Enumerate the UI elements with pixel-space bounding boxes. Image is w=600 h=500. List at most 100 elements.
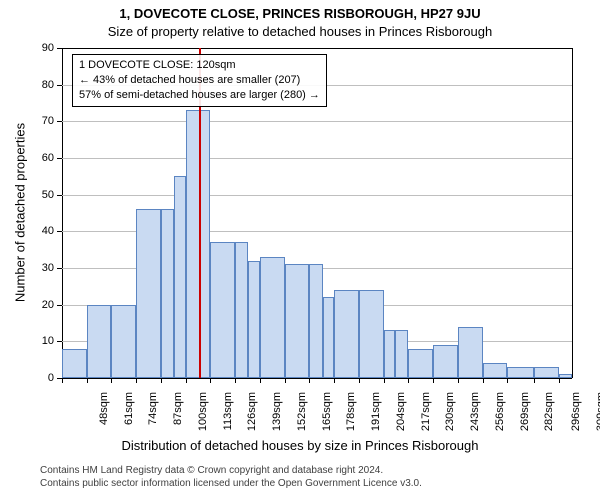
y-tick-mark (57, 85, 62, 86)
annotation-line: 57% of semi-detached houses are larger (… (79, 88, 320, 103)
grid-line (62, 158, 572, 159)
x-tick-label: 178sqm (345, 392, 357, 442)
histogram-bar (334, 290, 359, 378)
histogram-bar (433, 345, 458, 378)
x-tick-label: 152sqm (296, 392, 308, 442)
x-tick-label: 139sqm (271, 392, 283, 442)
y-tick-mark (57, 48, 62, 49)
x-tick-mark (507, 378, 508, 383)
annotation-line: 1 DOVECOTE CLOSE: 120sqm (79, 58, 320, 73)
histogram-bar (559, 374, 572, 378)
y-tick-mark (57, 231, 62, 232)
histogram-bar (248, 261, 259, 378)
x-tick-label: 126sqm (246, 392, 258, 442)
chart-title-line2: Size of property relative to detached ho… (0, 24, 600, 39)
histogram-bar (534, 367, 559, 378)
histogram-bar (136, 209, 161, 378)
x-tick-label: 256sqm (494, 392, 506, 442)
y-tick-label: 10 (30, 335, 54, 347)
y-tick-mark (57, 158, 62, 159)
x-tick-mark (408, 378, 409, 383)
x-tick-label: 296sqm (570, 392, 582, 442)
x-tick-mark (458, 378, 459, 383)
axis-border (62, 378, 572, 379)
histogram-bar (161, 209, 174, 378)
axis-border (62, 48, 572, 49)
annotation-line: ← 43% of detached houses are smaller (20… (79, 73, 320, 88)
x-tick-mark (559, 378, 560, 383)
x-tick-label: 191sqm (370, 392, 382, 442)
histogram-bar (384, 330, 395, 378)
x-tick-mark (309, 378, 310, 383)
histogram-bar (174, 176, 185, 378)
y-tick-mark (57, 305, 62, 306)
x-tick-label: 230sqm (444, 392, 456, 442)
y-tick-label: 0 (30, 372, 54, 384)
y-tick-label: 90 (30, 42, 54, 54)
x-tick-mark (235, 378, 236, 383)
x-tick-mark (87, 378, 88, 383)
y-tick-label: 30 (30, 262, 54, 274)
x-tick-mark (359, 378, 360, 383)
x-tick-label: 165sqm (321, 392, 333, 442)
histogram-bar (323, 297, 334, 378)
footer-line-1: Contains HM Land Registry data © Crown c… (40, 464, 422, 477)
histogram-bar (359, 290, 384, 378)
y-tick-label: 50 (30, 189, 54, 201)
x-tick-mark (534, 378, 535, 383)
x-tick-mark (384, 378, 385, 383)
grid-line (62, 121, 572, 122)
y-tick-label: 60 (30, 152, 54, 164)
histogram-bar (285, 264, 310, 378)
x-tick-mark (285, 378, 286, 383)
x-tick-mark (136, 378, 137, 383)
grid-line (62, 195, 572, 196)
x-tick-label: 269sqm (519, 392, 531, 442)
annotation-box: 1 DOVECOTE CLOSE: 120sqm← 43% of detache… (72, 54, 327, 107)
histogram-bar (235, 242, 248, 378)
histogram-bar (507, 367, 534, 378)
y-tick-mark (57, 195, 62, 196)
histogram-bar (309, 264, 322, 378)
y-axis-title: Number of detached properties (13, 103, 28, 323)
chart-container: { "chart": { "type": "histogram", "title… (0, 0, 600, 500)
x-tick-mark (111, 378, 112, 383)
histogram-bar (483, 363, 508, 378)
axis-border (62, 48, 63, 378)
x-tick-mark (210, 378, 211, 383)
attribution-footer: Contains HM Land Registry data © Crown c… (40, 464, 422, 490)
histogram-bar (111, 305, 136, 378)
axis-border (572, 48, 573, 378)
x-tick-label: 61sqm (123, 392, 135, 442)
x-tick-mark (186, 378, 187, 383)
x-tick-label: 113sqm (222, 392, 234, 442)
y-tick-label: 70 (30, 115, 54, 127)
histogram-bar (458, 327, 483, 378)
x-tick-mark (483, 378, 484, 383)
histogram-bar (395, 330, 408, 378)
histogram-bar (408, 349, 433, 378)
x-tick-mark (433, 378, 434, 383)
chart-title-line1: 1, DOVECOTE CLOSE, PRINCES RISBOROUGH, H… (0, 6, 600, 21)
y-tick-mark (57, 268, 62, 269)
x-tick-mark (260, 378, 261, 383)
footer-line-2: Contains public sector information licen… (40, 477, 422, 490)
x-tick-label: 243sqm (469, 392, 481, 442)
y-tick-label: 40 (30, 225, 54, 237)
x-tick-mark (62, 378, 63, 383)
y-tick-label: 20 (30, 299, 54, 311)
x-tick-label: 100sqm (197, 392, 209, 442)
x-tick-label: 309sqm (595, 392, 600, 442)
x-tick-mark (161, 378, 162, 383)
x-tick-label: 282sqm (543, 392, 555, 442)
x-tick-label: 48sqm (98, 392, 110, 442)
histogram-bar (260, 257, 285, 378)
y-tick-label: 80 (30, 79, 54, 91)
histogram-bar (62, 349, 87, 378)
x-tick-label: 217sqm (420, 392, 432, 442)
x-tick-label: 204sqm (395, 392, 407, 442)
histogram-bar (87, 305, 112, 378)
y-tick-mark (57, 121, 62, 122)
x-tick-mark (334, 378, 335, 383)
histogram-bar (210, 242, 235, 378)
